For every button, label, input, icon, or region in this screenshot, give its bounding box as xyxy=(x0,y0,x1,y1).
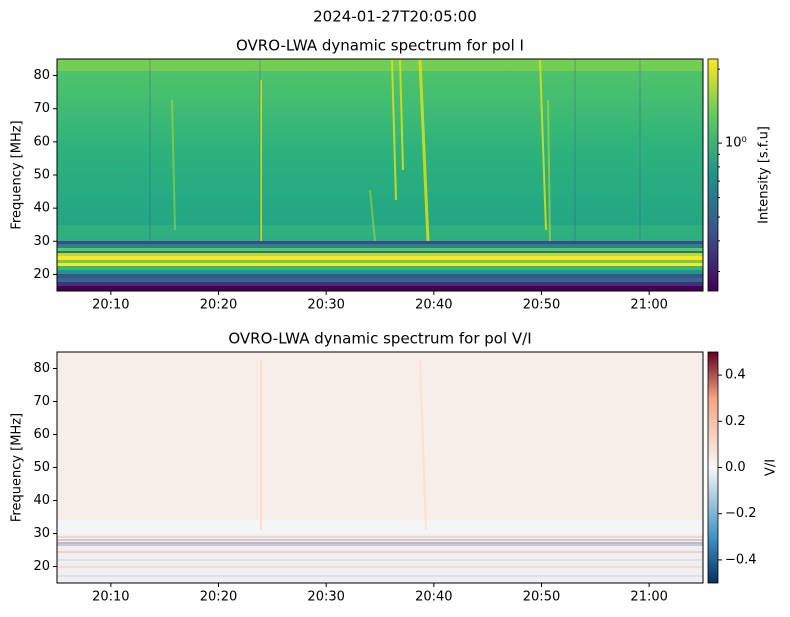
figure-title: 2024-01-27T20:05:00 xyxy=(313,8,477,26)
x-tick-label: 20:50 xyxy=(523,590,560,605)
colorbar-tick-label: 0.0 xyxy=(725,460,746,475)
x-tick-label: 20:30 xyxy=(307,298,344,313)
y-tick-label: 60 xyxy=(33,134,50,149)
colorbar xyxy=(707,351,719,584)
y-tick-label: 70 xyxy=(33,101,50,116)
colorbar-tick-label: 10⁰ xyxy=(725,136,747,151)
axes-title: OVRO-LWA dynamic spectrum for pol V/I xyxy=(228,330,531,348)
x-tick-label: 20:20 xyxy=(200,298,237,313)
y-tick-label: 20 xyxy=(33,267,50,282)
colorbar-tick-label: 0.2 xyxy=(725,414,746,429)
x-tick-label: 21:00 xyxy=(630,298,667,313)
y-tick-label: 60 xyxy=(33,427,50,442)
y-tick-label: 50 xyxy=(33,460,50,475)
y-tick-label: 80 xyxy=(33,68,50,83)
x-tick-label: 20:40 xyxy=(415,298,452,313)
axes-title: OVRO-LWA dynamic spectrum for pol I xyxy=(236,37,524,55)
y-tick-label: 30 xyxy=(33,526,50,541)
y-tick-label: 80 xyxy=(33,361,50,376)
x-tick-label: 20:10 xyxy=(92,590,129,605)
x-tick-label: 20:40 xyxy=(415,590,452,605)
y-tick-label: 40 xyxy=(33,201,50,216)
y-tick-label: 30 xyxy=(33,234,50,249)
colorbar-label: Intensity [s.f.u] xyxy=(757,126,772,224)
colorbar-tick-label: −0.2 xyxy=(725,506,757,521)
x-tick-label: 20:30 xyxy=(307,590,344,605)
colorbar-tick-label: −0.4 xyxy=(725,552,757,567)
x-tick-label: 20:50 xyxy=(523,298,560,313)
colorbar xyxy=(707,58,719,292)
colorbar-label: V/I xyxy=(764,459,779,476)
y-tick-label: 50 xyxy=(33,168,50,183)
y-tick-label: 40 xyxy=(33,493,50,508)
x-tick-label: 21:00 xyxy=(630,590,667,605)
y-tick-label: 20 xyxy=(33,559,50,574)
x-tick-label: 20:10 xyxy=(92,298,129,313)
spectrum-image xyxy=(57,59,703,291)
spectrum-image xyxy=(57,352,703,583)
y-tick-label: 70 xyxy=(33,394,50,409)
y-axis-label: Frequency [MHz] xyxy=(10,120,25,229)
y-axis-label: Frequency [MHz] xyxy=(10,413,25,522)
x-tick-label: 20:20 xyxy=(200,590,237,605)
colorbar-tick-label: 0.4 xyxy=(725,368,746,383)
